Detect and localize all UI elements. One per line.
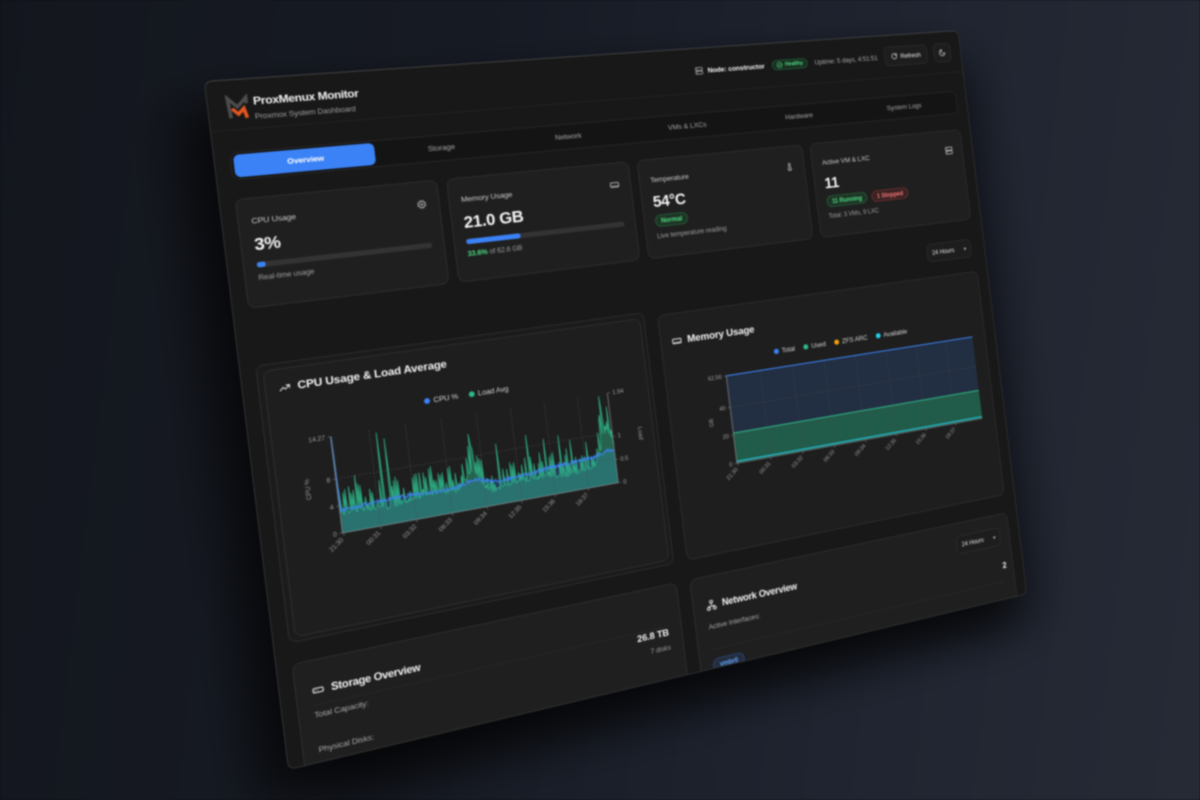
svg-text:CPU %: CPU %: [303, 478, 313, 501]
svg-text:Load: Load: [636, 426, 644, 440]
svg-text:00:31: 00:31: [758, 460, 772, 475]
svg-text:06:33: 06:33: [437, 517, 454, 534]
svg-text:18:37: 18:37: [574, 492, 589, 508]
svg-text:12:35: 12:35: [507, 504, 523, 520]
svg-text:GB: GB: [708, 418, 715, 428]
svg-text:40: 40: [719, 405, 726, 413]
svg-text:06:33: 06:33: [822, 449, 835, 464]
svg-text:0: 0: [333, 531, 338, 539]
svg-text:1: 1: [617, 432, 621, 439]
svg-text:14.27: 14.27: [308, 434, 326, 444]
svg-text:0: 0: [623, 478, 627, 485]
svg-text:12:35: 12:35: [884, 437, 897, 452]
svg-text:1.94: 1.94: [612, 388, 624, 397]
svg-text:00:31: 00:31: [365, 530, 382, 547]
svg-text:20: 20: [723, 433, 730, 441]
svg-text:21:30: 21:30: [328, 536, 346, 553]
svg-text:03:32: 03:32: [401, 523, 418, 540]
svg-text:0.5: 0.5: [620, 454, 629, 462]
svg-text:8: 8: [326, 477, 331, 485]
svg-text:4: 4: [329, 504, 334, 512]
svg-text:15:36: 15:36: [915, 432, 928, 446]
svg-text:09:34: 09:34: [854, 443, 867, 458]
svg-text:62.56: 62.56: [708, 374, 723, 383]
svg-text:03:32: 03:32: [791, 454, 805, 469]
svg-text:21:30: 21:30: [725, 466, 739, 481]
svg-text:0: 0: [729, 461, 733, 468]
svg-text:09:34: 09:34: [473, 510, 489, 526]
svg-text:15:36: 15:36: [541, 498, 557, 514]
svg-text:18:37: 18:37: [944, 426, 957, 440]
